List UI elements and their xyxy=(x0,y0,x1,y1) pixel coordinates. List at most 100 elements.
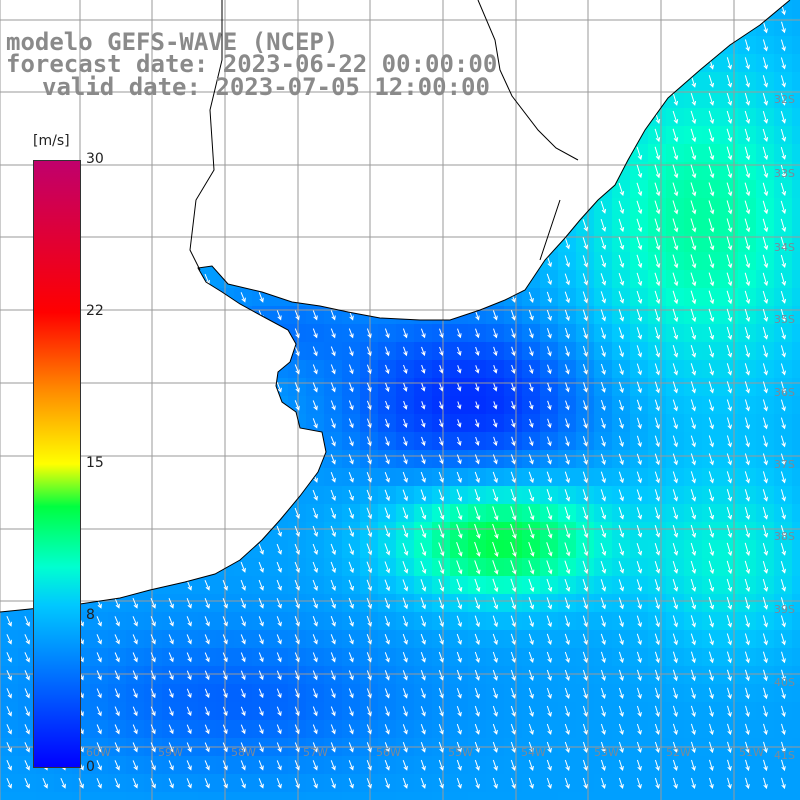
wind-arrow xyxy=(294,706,300,717)
wind-speed-cell xyxy=(126,792,145,800)
wind-speed-cell xyxy=(306,792,325,800)
wind-arrow xyxy=(654,236,661,251)
wind-arrow xyxy=(421,364,426,374)
wind-arrow xyxy=(420,489,427,502)
wind-arrow xyxy=(582,777,588,789)
wind-arrow xyxy=(240,760,246,771)
wind-speed-cell xyxy=(432,792,451,800)
wind-arrow xyxy=(240,742,246,753)
land-mask xyxy=(0,0,790,612)
wind-speed-cell xyxy=(792,324,800,343)
wind-arrow xyxy=(510,669,516,681)
wind-arrow xyxy=(258,652,264,663)
wind-arrow xyxy=(366,364,372,375)
wind-arrow xyxy=(636,309,643,322)
wind-arrow xyxy=(546,597,553,610)
wind-arrow xyxy=(672,92,679,106)
wind-arrow xyxy=(150,598,156,609)
wind-arrow xyxy=(24,706,30,717)
wind-arrow xyxy=(708,506,715,520)
wind-arrow xyxy=(330,634,336,645)
wind-arrow xyxy=(528,506,535,521)
wind-arrow xyxy=(276,652,282,663)
wind-speed-cell xyxy=(792,288,800,307)
wind-arrow xyxy=(168,706,174,717)
wind-arrow xyxy=(564,633,570,646)
wind-arrow xyxy=(564,327,570,339)
wind-arrow xyxy=(474,489,481,502)
wind-arrow xyxy=(294,724,300,735)
wind-arrow xyxy=(654,597,660,610)
wind-arrow xyxy=(780,182,787,196)
wind-speed-cell xyxy=(198,792,217,800)
wind-arrow xyxy=(276,688,282,699)
wind-speed-cell xyxy=(792,450,800,469)
wind-arrow xyxy=(564,705,570,717)
wind-arrow xyxy=(582,273,589,286)
wind-arrow xyxy=(474,471,480,484)
wind-arrow xyxy=(582,471,588,484)
wind-arrow xyxy=(582,364,588,375)
wind-arrow xyxy=(150,706,156,717)
wind-arrow xyxy=(384,561,391,574)
wind-arrow xyxy=(672,381,678,394)
wind-arrow xyxy=(312,310,318,321)
wind-speed-cell xyxy=(792,270,800,289)
wind-arrow xyxy=(726,542,733,557)
wind-arrow xyxy=(780,272,787,287)
wind-arrow xyxy=(456,401,462,410)
wind-arrow xyxy=(762,345,768,358)
wind-arrow xyxy=(510,651,516,663)
wind-arrow xyxy=(385,418,390,429)
wind-arrow xyxy=(6,688,12,699)
wind-arrow xyxy=(763,687,768,700)
wind-arrow xyxy=(654,272,661,287)
wind-arrow xyxy=(438,759,444,771)
wind-arrow xyxy=(672,290,679,305)
wind-arrow xyxy=(690,110,697,125)
wind-arrow xyxy=(403,400,408,410)
wind-arrow xyxy=(546,777,552,789)
wind-arrow xyxy=(781,651,786,664)
wind-arrow xyxy=(204,580,210,591)
wind-speed-cell xyxy=(792,504,800,523)
wind-arrow xyxy=(528,705,534,717)
wind-arrow xyxy=(384,472,390,483)
wind-arrow xyxy=(654,471,660,484)
wind-arrow xyxy=(564,309,570,322)
wind-arrow xyxy=(726,75,733,88)
wind-arrow xyxy=(672,308,679,323)
wind-arrow xyxy=(582,345,588,357)
wind-arrow xyxy=(312,561,318,573)
wind-arrow xyxy=(186,688,192,699)
wind-arrow xyxy=(600,741,606,753)
wind-arrow xyxy=(654,381,660,394)
wind-arrow xyxy=(294,525,300,537)
wind-arrow xyxy=(528,687,534,699)
wind-arrow xyxy=(348,778,354,789)
wind-arrow xyxy=(744,560,751,575)
wind-arrow xyxy=(582,759,588,771)
wind-arrow xyxy=(546,687,552,699)
wind-arrow xyxy=(294,346,300,357)
wind-arrow xyxy=(492,723,498,735)
wind-arrow xyxy=(762,435,768,448)
wind-arrow xyxy=(420,633,426,645)
wind-arrow xyxy=(294,597,300,609)
wind-arrow xyxy=(762,327,769,340)
wind-arrow xyxy=(726,596,733,610)
wind-arrow xyxy=(402,524,409,538)
wind-arrow xyxy=(708,669,714,682)
wind-arrow xyxy=(708,146,715,161)
wind-arrow xyxy=(24,760,30,771)
wind-arrow xyxy=(690,128,697,143)
wind-arrow xyxy=(366,670,372,681)
wind-arrow xyxy=(366,472,372,483)
wind-arrow xyxy=(672,146,679,161)
wind-arrow xyxy=(744,506,751,520)
wind-arrow xyxy=(474,705,480,717)
wind-arrow xyxy=(438,597,445,610)
wind-arrow xyxy=(114,598,120,609)
wind-arrow xyxy=(276,579,282,591)
wind-arrow xyxy=(96,634,102,645)
